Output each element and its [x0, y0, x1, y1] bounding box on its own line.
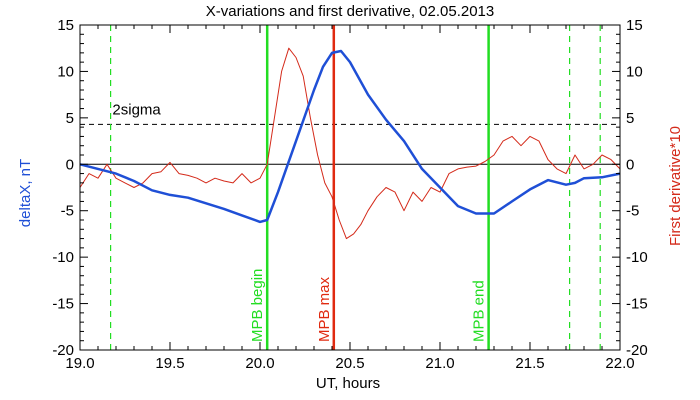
y-tick-label-right-1: -20	[626, 342, 648, 359]
y-tick-label-right-2: -15	[626, 296, 648, 313]
y-tick-label-left-2: -15	[52, 296, 74, 313]
vertical-marker-label-3: MPB end	[471, 280, 488, 342]
y-tick-label-right-5: 0	[626, 156, 634, 173]
x-tick-label-7: 22.0	[605, 355, 634, 372]
x-tick-label-3: 20.0	[245, 355, 274, 372]
sigma-label: 2sigma	[112, 101, 161, 118]
y-tick-label-left-4: -5	[61, 203, 74, 220]
vertical-markers	[109, 25, 601, 350]
x-tick-label-2: 19.5	[155, 355, 184, 372]
x-tick-label-5: 21.0	[425, 355, 454, 372]
x-tick-label-6: 21.5	[515, 355, 544, 372]
y-tick-label-right-4: -5	[626, 203, 639, 220]
x-tick-label-1: 19.0	[65, 355, 94, 372]
y-tick-label-right-6: 5	[626, 110, 634, 127]
y-axis-label-right: First derivative*10	[667, 126, 684, 246]
series-layer	[79, 47, 621, 240]
y-tick-label-left-6: 5	[66, 110, 74, 127]
vertical-marker-label-2: MPB max	[316, 276, 333, 342]
chart-title: X-variations and first derivative, 02.05…	[206, 3, 495, 20]
deltax-series	[79, 49, 621, 224]
y-tick-label-left-5: 0	[66, 156, 74, 173]
label-layer: 2sigma MPB begin MPB max MPB end 19.0 19.5 20.…	[52, 17, 647, 372]
axes-layer	[79, 24, 621, 351]
y-tick-label-left-3: -10	[52, 249, 74, 266]
y-tick-label-right-3: -10	[626, 249, 648, 266]
derivative-series	[79, 47, 621, 240]
y-tick-label-left-8: 15	[57, 17, 74, 34]
y-tick-label-left-1: -20	[52, 342, 74, 359]
y-tick-label-right-8: 15	[626, 17, 643, 34]
vertical-marker-label-1: MPB begin	[249, 269, 266, 342]
x-tick-label-4: 20.5	[335, 355, 364, 372]
y-tick-label-left-7: 10	[57, 63, 74, 80]
x-axis-label: UT, hours	[316, 375, 380, 392]
plot-frame	[79, 24, 621, 351]
y-tick-label-right-7: 10	[626, 63, 643, 80]
y-axis-label-left: deltaX, nT	[17, 159, 34, 227]
reference-lines	[80, 123, 620, 165]
